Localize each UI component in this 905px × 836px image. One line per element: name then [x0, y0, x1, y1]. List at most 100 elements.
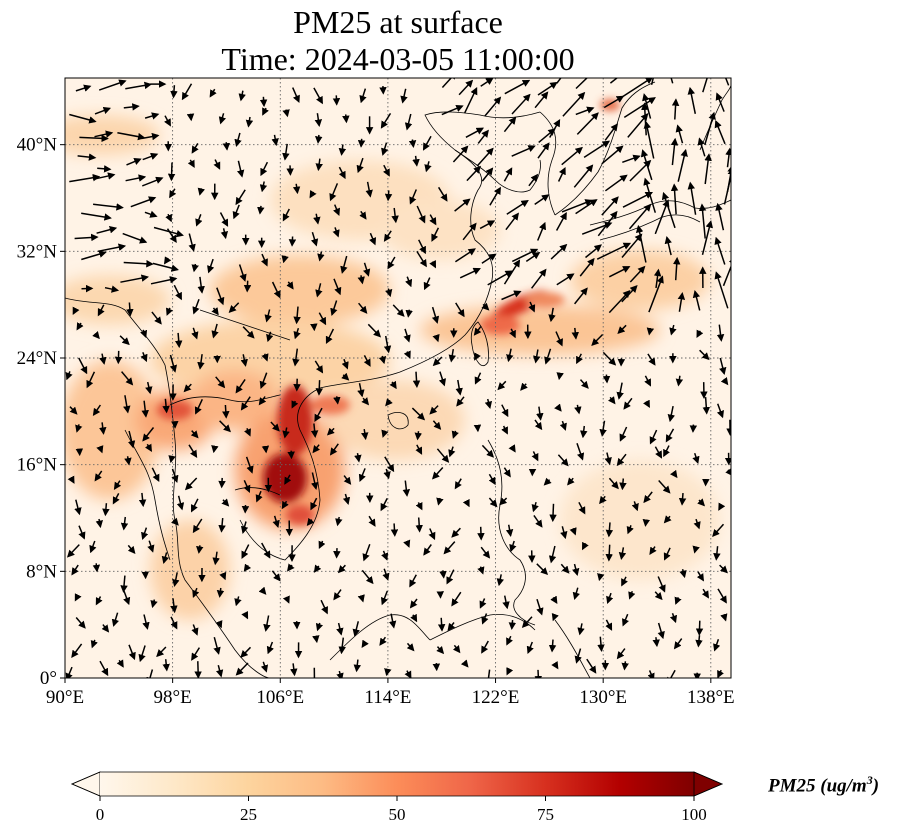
- wind-arrow: [561, 199, 593, 213]
- wind-arrow: [141, 400, 149, 418]
- wind-arrow: [258, 586, 267, 595]
- wind-arrow: [192, 298, 200, 315]
- wind-arrow: [408, 139, 417, 148]
- y-tick-label: 24°N: [17, 348, 58, 369]
- wind-arrow: [119, 335, 130, 346]
- wind-arrow: [326, 427, 335, 436]
- wind-arrow: [380, 498, 388, 512]
- wind-arrow: [361, 397, 370, 406]
- wind-arrow: [557, 454, 569, 467]
- wind-arrow: [672, 256, 681, 281]
- wind-arrow: [81, 212, 112, 221]
- wind-arrow: [261, 445, 270, 454]
- wind-arrow: [240, 396, 251, 411]
- wind-arrow: [166, 228, 177, 243]
- wind-arrow: [315, 158, 323, 172]
- wind-arrow: [238, 264, 247, 282]
- wind-arrow: [429, 214, 437, 226]
- wind-arrow: [116, 659, 124, 668]
- wind-arrow: [605, 544, 613, 562]
- wind-arrow: [147, 540, 155, 553]
- wind-arrow: [184, 477, 198, 491]
- wind-arrow: [481, 444, 495, 458]
- wind-arrow: [317, 251, 325, 262]
- wind-arrow: [162, 398, 170, 414]
- wind-arrow: [654, 446, 663, 459]
- wind-arrow: [365, 181, 373, 198]
- wind-arrow: [343, 475, 352, 485]
- wind-arrow: [437, 186, 448, 202]
- wind-arrow: [571, 327, 579, 340]
- wind-arrow: [551, 661, 559, 670]
- wind-arrow: [489, 186, 501, 206]
- wind-arrow: [503, 116, 517, 133]
- wind-arrow: [310, 423, 319, 438]
- wind-arrow: [725, 467, 731, 477]
- wind-arrow: [403, 539, 411, 548]
- wind-arrow: [718, 502, 726, 511]
- wind-arrow: [281, 255, 289, 264]
- wind-arrow: [459, 267, 481, 279]
- wind-arrow: [124, 456, 132, 466]
- wind-arrow: [623, 97, 656, 119]
- wind-arrow: [385, 398, 393, 407]
- wind-arrow: [71, 564, 79, 576]
- colorbar: 0 25 50 75 100: [70, 771, 724, 824]
- wind-arrow: [722, 256, 731, 287]
- wind-arrow: [601, 196, 619, 216]
- wind-arrow: [380, 112, 392, 129]
- wind-arrow: [423, 544, 432, 556]
- wind-arrow: [415, 444, 423, 455]
- wind-arrow: [125, 81, 152, 90]
- wind-arrow: [362, 544, 371, 562]
- wind-arrow: [663, 515, 672, 524]
- wind-arrow: [94, 107, 112, 115]
- wind-arrow: [550, 595, 558, 604]
- wind-arrow: [192, 518, 203, 534]
- wind-arrow: [692, 545, 700, 554]
- wind-arrow: [235, 378, 246, 394]
- wind-arrow: [697, 498, 706, 507]
- wind-arrow: [648, 275, 664, 313]
- wind-arrow: [572, 563, 580, 577]
- wind-arrow: [446, 569, 455, 585]
- wind-arrow: [695, 635, 703, 648]
- wind-arrow: [506, 348, 514, 363]
- wind-arrow: [616, 382, 624, 400]
- wind-arrow: [583, 140, 611, 159]
- wind-arrow: [597, 210, 618, 237]
- wind-arrow: [720, 377, 729, 386]
- wind-arrow: [354, 452, 362, 463]
- wind-arrow: [243, 563, 252, 572]
- colorbar-tick-label: 75: [537, 805, 554, 824]
- wind-arrow: [431, 227, 440, 242]
- pm25-concentration-field: [65, 78, 731, 678]
- wind-arrow: [723, 167, 731, 205]
- wind-arrow: [704, 111, 716, 146]
- wind-arrow: [487, 270, 513, 286]
- wind-arrow: [221, 498, 230, 507]
- wind-arrow: [241, 544, 250, 559]
- wind-arrow: [171, 468, 179, 484]
- wind-arrow: [536, 598, 544, 616]
- wind-arrow: [181, 83, 193, 101]
- wind-arrow: [263, 615, 271, 632]
- wind-arrow: [383, 468, 391, 480]
- wind-arrow: [357, 138, 366, 148]
- wind-arrow: [534, 419, 543, 431]
- wind-arrow: [410, 613, 418, 623]
- wind-arrow: [603, 95, 625, 109]
- y-tick-label: 8°N: [26, 561, 57, 582]
- wind-arrow: [432, 333, 440, 343]
- wind-arrow: [696, 571, 704, 582]
- wind-arrow: [406, 642, 415, 652]
- wind-arrow: [621, 285, 638, 303]
- wind-arrow: [671, 98, 680, 120]
- wind-arrow: [379, 636, 387, 646]
- wind-arrow: [687, 181, 697, 215]
- wind-arrow: [437, 617, 446, 632]
- map-subtitle-time: Time: 2024-03-05 11:00:00: [221, 41, 575, 77]
- wind-arrow: [454, 198, 471, 212]
- wind-arrow: [314, 113, 323, 127]
